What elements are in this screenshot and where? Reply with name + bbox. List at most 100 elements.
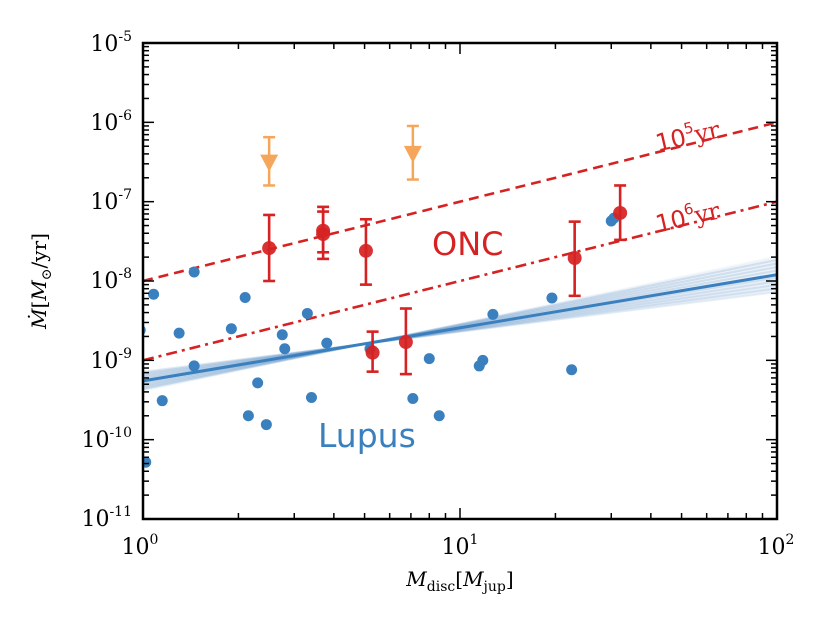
depletion-line-1e5yr — [143, 121, 777, 283]
fit-band-line — [143, 263, 777, 388]
fit-band-line — [143, 288, 777, 375]
onc-marker — [262, 241, 277, 256]
depletion-label-exp: 5 — [682, 118, 695, 138]
tick-exp: -7 — [118, 187, 132, 203]
y-label-bracket-open: [ — [27, 301, 51, 309]
onc-point — [365, 330, 380, 373]
fit-band-line — [143, 262, 777, 388]
y-label-bracket-sub: ⊙ — [39, 268, 55, 280]
fit-band-line — [143, 286, 777, 376]
tick-exp: -11 — [109, 504, 132, 520]
axis-ticks — [142, 42, 778, 520]
upper-limit-point — [260, 135, 279, 187]
lupus-point — [477, 354, 489, 366]
lupus-point — [423, 353, 435, 365]
fit-band-line — [143, 288, 777, 374]
fit-band-line — [143, 257, 777, 391]
y-axis-label: Ṁ[M⊙/yr] — [27, 233, 55, 330]
fit-band-line — [143, 258, 777, 390]
onc-point — [613, 184, 628, 242]
lupus-point — [188, 360, 200, 372]
fit-band-line — [143, 265, 777, 387]
fit-band-line — [143, 280, 777, 379]
y-label-unit: /yr — [27, 240, 51, 268]
lupus-point — [433, 410, 445, 422]
y-label-bracket-close: ] — [27, 233, 51, 241]
depletion-label-base: 10 — [653, 204, 689, 238]
tick-exp: -8 — [118, 266, 132, 282]
y-tick-label: 10-5 — [90, 29, 132, 57]
onc-marker — [358, 243, 373, 258]
fit-band-line — [143, 287, 777, 375]
onc-point — [316, 210, 331, 254]
lupus-points — [143, 212, 620, 468]
fit-band-line — [143, 287, 777, 375]
y-tick-label: 10-7 — [90, 187, 132, 215]
depletion-label-unit: yr — [691, 196, 723, 229]
tick-base: 10 — [90, 32, 118, 57]
fit-band-line — [143, 284, 777, 377]
fit-band-line — [143, 261, 777, 389]
onc-point — [398, 307, 413, 376]
tick-exp: 0 — [150, 532, 159, 548]
y-tick-label: 10-6 — [90, 108, 132, 136]
lupus-label: Lupus — [318, 416, 416, 455]
fit-band-line — [143, 262, 777, 389]
y-tick-label: 10-8 — [90, 266, 132, 294]
fit-band-line — [143, 262, 777, 389]
tick-exp: -10 — [109, 425, 132, 441]
tick-base: 10 — [90, 190, 118, 215]
onc-marker — [398, 335, 413, 350]
fit-band-line — [143, 266, 777, 386]
lupus-point — [546, 292, 558, 304]
tick-base: 10 — [90, 269, 118, 294]
onc-points — [262, 184, 628, 376]
lupus-point — [487, 308, 499, 320]
onc-marker — [567, 250, 582, 265]
onc-label: ONC — [432, 225, 503, 263]
fit-band-line — [143, 259, 777, 390]
fit-band-line — [143, 262, 777, 388]
tick-base: 10 — [90, 349, 118, 374]
x-label-bracket-open: [ — [455, 567, 463, 591]
lupus-point — [566, 364, 578, 376]
fit-band-line — [143, 285, 777, 376]
depletion-label-1e6yr: 106yr — [652, 194, 723, 239]
fit-band-line — [143, 287, 777, 375]
tick-exp: -6 — [118, 108, 132, 124]
x-tick-label: 101 — [442, 532, 479, 560]
upper-limit-point — [403, 124, 422, 181]
tick-exp: 1 — [470, 532, 479, 548]
tick-base: 10 — [122, 535, 150, 560]
fit-band-line — [143, 258, 777, 390]
lupus-point — [225, 323, 237, 335]
depletion-line-1e6yr — [143, 200, 777, 362]
x-label-bracket-sub: jup — [482, 579, 506, 595]
fit-band-line — [143, 266, 777, 387]
onc-point — [262, 213, 277, 283]
plot-area — [143, 121, 777, 468]
fit-band-line — [143, 262, 777, 388]
y-tick-label: 10-11 — [81, 504, 132, 532]
fit-band-line — [143, 258, 777, 390]
y-label-main: Ṁ — [27, 308, 51, 330]
onc-marker — [316, 223, 331, 238]
onc-point — [358, 217, 373, 286]
onc-marker — [365, 345, 380, 360]
tick-base: 10 — [81, 507, 109, 532]
lupus-point — [148, 288, 160, 300]
lupus-point — [242, 410, 254, 422]
fit-band-line — [143, 283, 777, 377]
fit-band-line — [143, 282, 777, 377]
fit-band-line — [143, 289, 777, 374]
fit-band-line — [143, 265, 777, 387]
fit-band — [143, 255, 777, 392]
x-label-sub: disc — [427, 579, 456, 595]
lupus-point — [188, 266, 200, 278]
x-axis-label: Mdisc[Mjup] — [405, 567, 513, 595]
y-tick-label: 10-9 — [90, 346, 132, 374]
lupus-point — [156, 395, 168, 407]
lupus-point — [173, 327, 185, 339]
x-tick-label: 100 — [122, 532, 159, 560]
